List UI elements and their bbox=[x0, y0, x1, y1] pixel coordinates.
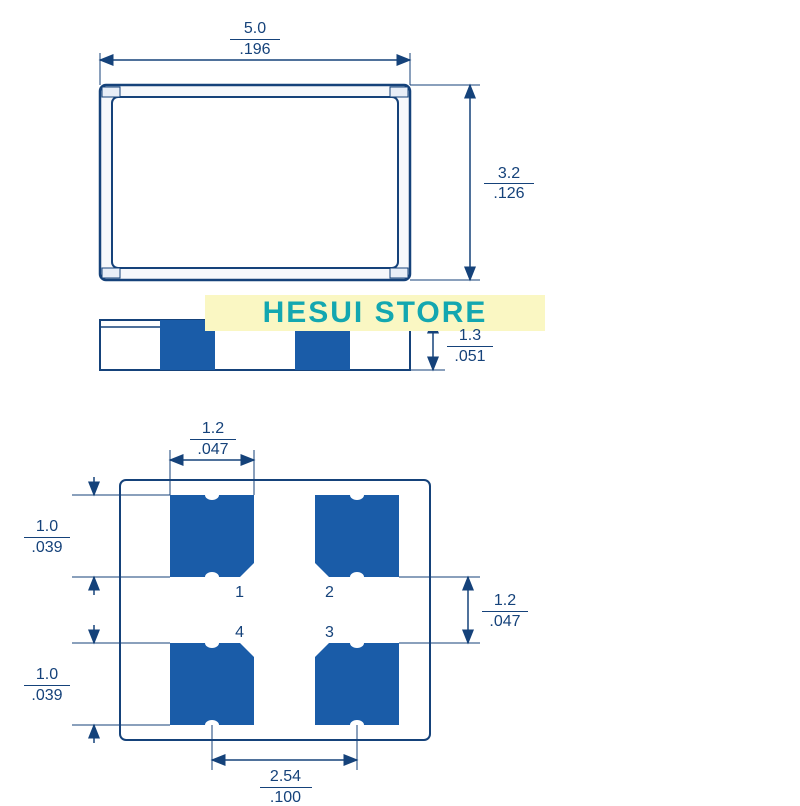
watermark-text: HESUI STORE bbox=[263, 296, 488, 330]
watermark: HESUI STORE bbox=[205, 295, 545, 331]
dim-height: 3.2 .126 bbox=[484, 165, 534, 203]
svg-text:1: 1 bbox=[235, 584, 244, 601]
dim-thickness: 1.3 .051 bbox=[447, 327, 493, 365]
dim-row-gap: 1.2 .047 bbox=[482, 592, 528, 630]
technical-drawing: 1 2 3 4 bbox=[0, 0, 800, 800]
dim-pad-pitch: 2.54 .100 bbox=[260, 768, 312, 806]
svg-text:2: 2 bbox=[325, 584, 334, 601]
dim-pad-height-bottom: 1.0 .039 bbox=[24, 666, 70, 704]
svg-text:3: 3 bbox=[325, 624, 334, 641]
dim-pad-width: 1.2 .047 bbox=[190, 420, 236, 458]
dim-width: 5.0 .196 bbox=[230, 20, 280, 58]
dim-pad-height-top: 1.0 .039 bbox=[24, 518, 70, 556]
svg-text:4: 4 bbox=[235, 624, 244, 641]
